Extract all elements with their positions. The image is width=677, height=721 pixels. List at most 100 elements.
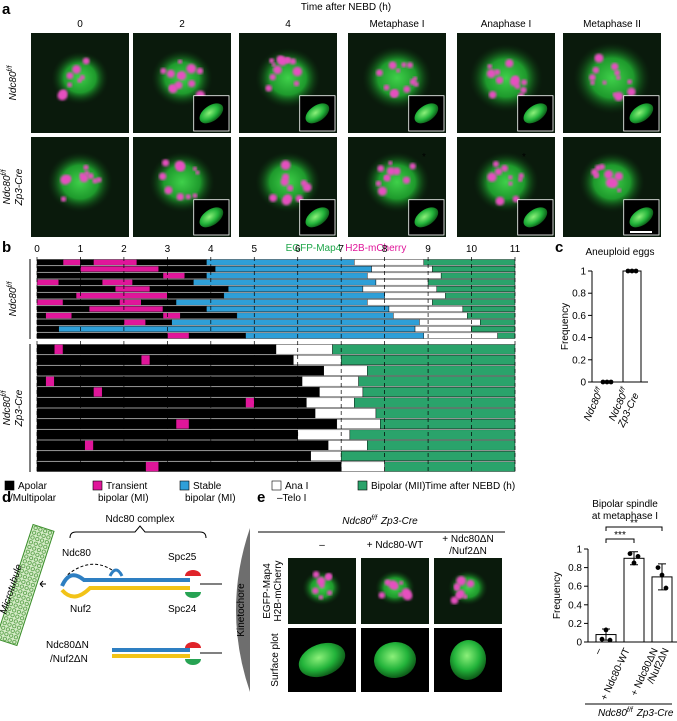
chromosome	[595, 164, 602, 171]
chromosome	[66, 72, 74, 80]
panel-label: a	[2, 1, 11, 18]
chromosome	[319, 582, 325, 589]
chromosome	[289, 58, 297, 65]
chromosome	[520, 86, 527, 94]
state-segment	[432, 299, 516, 306]
chromosome	[388, 160, 393, 166]
chromosome	[462, 594, 468, 599]
state-segment	[384, 461, 516, 472]
chromosome	[269, 73, 276, 81]
state-segment	[75, 292, 168, 299]
state-segment	[62, 344, 277, 355]
state-segment	[36, 259, 64, 266]
legend-label: Stable	[193, 481, 222, 492]
complex-diagram	[0, 523, 250, 692]
state-segment	[145, 461, 159, 472]
chromosome	[292, 66, 303, 77]
state-segment	[314, 408, 377, 419]
state-segment	[471, 325, 516, 333]
bar	[623, 557, 645, 643]
column-label: 2	[179, 19, 185, 30]
state-segment	[36, 279, 59, 286]
chromosome	[617, 188, 622, 193]
state-segment	[54, 376, 303, 387]
chromosome	[196, 67, 204, 75]
data-point	[604, 379, 610, 385]
state-segment	[358, 376, 516, 387]
chromosome	[186, 63, 197, 74]
legend-swatch	[271, 480, 282, 491]
chromosome	[614, 69, 621, 76]
state-segment	[367, 440, 516, 451]
chromosome	[164, 186, 173, 195]
y-tick-label: 1	[580, 267, 586, 278]
spindle-signal	[47, 151, 113, 213]
chromosome	[378, 591, 386, 599]
state-segment	[36, 272, 164, 279]
chromosome	[406, 62, 413, 69]
chromosome	[627, 87, 636, 97]
state-segment	[245, 397, 255, 408]
driver-name: Zp3-Cre	[380, 516, 418, 527]
state-segment	[36, 397, 246, 408]
chromosome	[60, 196, 67, 202]
surface-plot	[629, 207, 654, 228]
state-segment	[414, 325, 472, 333]
y-tick-label: 0.2	[572, 355, 586, 366]
state-segment	[467, 312, 516, 319]
chromosome	[302, 182, 312, 192]
chromosome	[590, 80, 595, 86]
state-segment	[62, 259, 81, 266]
gene-name: Ndc80	[8, 71, 19, 100]
chromosome	[82, 57, 90, 65]
chromosome	[487, 64, 493, 69]
chromosome	[166, 69, 175, 78]
legend-label: bipolar (MI)	[185, 493, 236, 504]
chromosome	[401, 588, 411, 598]
legend-label: /Multipolar	[10, 493, 57, 504]
state-segment	[119, 299, 142, 306]
diagram-label: Kinetochore	[236, 583, 247, 637]
significance-bracket	[605, 526, 663, 531]
x-tick-label: 8	[382, 244, 388, 255]
panel-label: b	[2, 239, 11, 256]
y-axis-title: Frequency	[560, 303, 571, 350]
genotype-label: Ndc80f/f Zp3-Cre	[1, 389, 25, 427]
chromosome	[79, 74, 85, 81]
state-segment	[132, 279, 194, 286]
state-segment	[84, 440, 94, 451]
state-segment	[115, 285, 151, 293]
spindle-signal	[362, 45, 432, 111]
spc24-shape	[185, 592, 201, 598]
surface-plot	[199, 103, 224, 124]
state-segment	[180, 312, 238, 319]
state-segment	[71, 312, 164, 319]
column-label: + Ndc80-WT	[367, 540, 423, 551]
surface-plot	[374, 641, 416, 679]
state-segment	[393, 312, 468, 319]
chromosome	[188, 79, 196, 88]
state-segment	[436, 285, 516, 293]
data-point	[608, 379, 614, 385]
loop	[108, 568, 124, 577]
diagram-label: d	[2, 489, 11, 506]
chromosome	[176, 162, 186, 172]
state-segment	[306, 397, 355, 408]
x-tick-label: 1	[78, 244, 84, 255]
chart-title: Bipolar spindle	[592, 499, 658, 510]
chromosome	[518, 177, 523, 182]
data-point	[659, 572, 665, 578]
state-segment	[162, 305, 207, 313]
state-segment	[245, 332, 424, 339]
state-segment	[497, 332, 516, 339]
state-segment	[167, 292, 225, 299]
ndc80-shape	[60, 573, 190, 587]
row-label: Surface plot	[270, 633, 281, 687]
chromosome	[612, 92, 617, 97]
diagram-label: Ndc80ΔN	[46, 640, 89, 651]
state-segment	[184, 272, 207, 279]
state-segment	[36, 299, 64, 306]
state-segment	[254, 397, 307, 408]
chromosome	[388, 61, 397, 70]
state-segment	[36, 365, 324, 376]
